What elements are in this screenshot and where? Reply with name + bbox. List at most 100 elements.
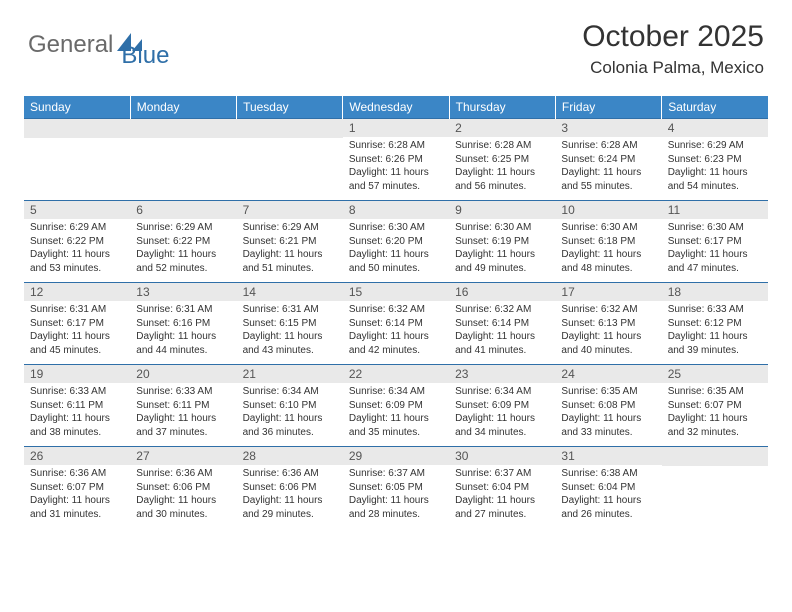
daylight-text: Daylight: 11 hours and 29 minutes. bbox=[243, 494, 337, 521]
daylight-text: Daylight: 11 hours and 54 minutes. bbox=[668, 166, 762, 193]
sunset-text: Sunset: 6:05 PM bbox=[349, 481, 443, 495]
day-info: Sunrise: 6:29 AMSunset: 6:22 PMDaylight:… bbox=[130, 219, 236, 279]
day-info: Sunrise: 6:34 AMSunset: 6:09 PMDaylight:… bbox=[449, 383, 555, 443]
day-info: Sunrise: 6:29 AMSunset: 6:23 PMDaylight:… bbox=[662, 137, 768, 197]
day-number: 28 bbox=[237, 447, 343, 465]
day-info: Sunrise: 6:34 AMSunset: 6:09 PMDaylight:… bbox=[343, 383, 449, 443]
sunrise-text: Sunrise: 6:32 AM bbox=[455, 303, 549, 317]
calendar-day-cell: 8Sunrise: 6:30 AMSunset: 6:20 PMDaylight… bbox=[343, 201, 449, 283]
sunrise-text: Sunrise: 6:28 AM bbox=[349, 139, 443, 153]
daylight-text: Daylight: 11 hours and 36 minutes. bbox=[243, 412, 337, 439]
daylight-text: Daylight: 11 hours and 56 minutes. bbox=[455, 166, 549, 193]
day-info: Sunrise: 6:29 AMSunset: 6:21 PMDaylight:… bbox=[237, 219, 343, 279]
sunset-text: Sunset: 6:13 PM bbox=[561, 317, 655, 331]
sunrise-text: Sunrise: 6:30 AM bbox=[668, 221, 762, 235]
day-number: 18 bbox=[662, 283, 768, 301]
sunset-text: Sunset: 6:19 PM bbox=[455, 235, 549, 249]
day-info: Sunrise: 6:29 AMSunset: 6:22 PMDaylight:… bbox=[24, 219, 130, 279]
calendar-day-cell bbox=[24, 119, 130, 201]
daylight-text: Daylight: 11 hours and 34 minutes. bbox=[455, 412, 549, 439]
calendar-day-cell: 2Sunrise: 6:28 AMSunset: 6:25 PMDaylight… bbox=[449, 119, 555, 201]
calendar-day-cell: 20Sunrise: 6:33 AMSunset: 6:11 PMDayligh… bbox=[130, 365, 236, 447]
day-number: 20 bbox=[130, 365, 236, 383]
day-number: 9 bbox=[449, 201, 555, 219]
daylight-text: Daylight: 11 hours and 40 minutes. bbox=[561, 330, 655, 357]
calendar-day-cell: 21Sunrise: 6:34 AMSunset: 6:10 PMDayligh… bbox=[237, 365, 343, 447]
day-number: 5 bbox=[24, 201, 130, 219]
daylight-text: Daylight: 11 hours and 38 minutes. bbox=[30, 412, 124, 439]
calendar-day-cell: 30Sunrise: 6:37 AMSunset: 6:04 PMDayligh… bbox=[449, 447, 555, 529]
day-info: Sunrise: 6:28 AMSunset: 6:25 PMDaylight:… bbox=[449, 137, 555, 197]
calendar-day-cell bbox=[130, 119, 236, 201]
title-block: October 2025 Colonia Palma, Mexico bbox=[582, 20, 764, 78]
weekday-header: Saturday bbox=[662, 96, 768, 119]
day-info: Sunrise: 6:30 AMSunset: 6:19 PMDaylight:… bbox=[449, 219, 555, 279]
calendar-day-cell: 18Sunrise: 6:33 AMSunset: 6:12 PMDayligh… bbox=[662, 283, 768, 365]
sunrise-text: Sunrise: 6:38 AM bbox=[561, 467, 655, 481]
day-number: 14 bbox=[237, 283, 343, 301]
day-number: 31 bbox=[555, 447, 661, 465]
weekday-header: Tuesday bbox=[237, 96, 343, 119]
day-number: 13 bbox=[130, 283, 236, 301]
day-info: Sunrise: 6:36 AMSunset: 6:06 PMDaylight:… bbox=[237, 465, 343, 525]
daylight-text: Daylight: 11 hours and 41 minutes. bbox=[455, 330, 549, 357]
calendar-day-cell: 28Sunrise: 6:36 AMSunset: 6:06 PMDayligh… bbox=[237, 447, 343, 529]
calendar-day-cell: 6Sunrise: 6:29 AMSunset: 6:22 PMDaylight… bbox=[130, 201, 236, 283]
sunrise-text: Sunrise: 6:31 AM bbox=[136, 303, 230, 317]
calendar-day-cell: 23Sunrise: 6:34 AMSunset: 6:09 PMDayligh… bbox=[449, 365, 555, 447]
calendar-day-cell: 16Sunrise: 6:32 AMSunset: 6:14 PMDayligh… bbox=[449, 283, 555, 365]
sunset-text: Sunset: 6:07 PM bbox=[30, 481, 124, 495]
sunset-text: Sunset: 6:21 PM bbox=[243, 235, 337, 249]
sunrise-text: Sunrise: 6:31 AM bbox=[30, 303, 124, 317]
calendar-week-row: 26Sunrise: 6:36 AMSunset: 6:07 PMDayligh… bbox=[24, 447, 768, 529]
daylight-text: Daylight: 11 hours and 32 minutes. bbox=[668, 412, 762, 439]
day-info: Sunrise: 6:36 AMSunset: 6:07 PMDaylight:… bbox=[24, 465, 130, 525]
daylight-text: Daylight: 11 hours and 26 minutes. bbox=[561, 494, 655, 521]
daylight-text: Daylight: 11 hours and 45 minutes. bbox=[30, 330, 124, 357]
sunset-text: Sunset: 6:10 PM bbox=[243, 399, 337, 413]
daylight-text: Daylight: 11 hours and 53 minutes. bbox=[30, 248, 124, 275]
day-info: Sunrise: 6:38 AMSunset: 6:04 PMDaylight:… bbox=[555, 465, 661, 525]
day-info: Sunrise: 6:30 AMSunset: 6:18 PMDaylight:… bbox=[555, 219, 661, 279]
sunset-text: Sunset: 6:24 PM bbox=[561, 153, 655, 167]
day-info: Sunrise: 6:31 AMSunset: 6:17 PMDaylight:… bbox=[24, 301, 130, 361]
sunrise-text: Sunrise: 6:30 AM bbox=[561, 221, 655, 235]
sunset-text: Sunset: 6:12 PM bbox=[668, 317, 762, 331]
day-number: 22 bbox=[343, 365, 449, 383]
day-info: Sunrise: 6:36 AMSunset: 6:06 PMDaylight:… bbox=[130, 465, 236, 525]
sunset-text: Sunset: 6:17 PM bbox=[30, 317, 124, 331]
day-info: Sunrise: 6:28 AMSunset: 6:24 PMDaylight:… bbox=[555, 137, 661, 197]
day-info: Sunrise: 6:32 AMSunset: 6:14 PMDaylight:… bbox=[343, 301, 449, 361]
day-info: Sunrise: 6:32 AMSunset: 6:13 PMDaylight:… bbox=[555, 301, 661, 361]
day-info: Sunrise: 6:37 AMSunset: 6:04 PMDaylight:… bbox=[449, 465, 555, 525]
sunrise-text: Sunrise: 6:35 AM bbox=[668, 385, 762, 399]
sunset-text: Sunset: 6:16 PM bbox=[136, 317, 230, 331]
sunset-text: Sunset: 6:06 PM bbox=[243, 481, 337, 495]
day-number-empty bbox=[24, 119, 130, 138]
sunrise-text: Sunrise: 6:35 AM bbox=[561, 385, 655, 399]
day-info: Sunrise: 6:33 AMSunset: 6:11 PMDaylight:… bbox=[130, 383, 236, 443]
day-number-empty bbox=[130, 119, 236, 138]
calendar-day-cell: 12Sunrise: 6:31 AMSunset: 6:17 PMDayligh… bbox=[24, 283, 130, 365]
sunset-text: Sunset: 6:18 PM bbox=[561, 235, 655, 249]
calendar-day-cell: 24Sunrise: 6:35 AMSunset: 6:08 PMDayligh… bbox=[555, 365, 661, 447]
calendar-day-cell: 5Sunrise: 6:29 AMSunset: 6:22 PMDaylight… bbox=[24, 201, 130, 283]
sunrise-text: Sunrise: 6:33 AM bbox=[668, 303, 762, 317]
daylight-text: Daylight: 11 hours and 47 minutes. bbox=[668, 248, 762, 275]
sunset-text: Sunset: 6:08 PM bbox=[561, 399, 655, 413]
sunset-text: Sunset: 6:09 PM bbox=[349, 399, 443, 413]
sunrise-text: Sunrise: 6:33 AM bbox=[136, 385, 230, 399]
day-number: 10 bbox=[555, 201, 661, 219]
day-number: 21 bbox=[237, 365, 343, 383]
calendar-day-cell: 17Sunrise: 6:32 AMSunset: 6:13 PMDayligh… bbox=[555, 283, 661, 365]
day-number: 23 bbox=[449, 365, 555, 383]
logo-text-blue: Blue bbox=[121, 42, 169, 70]
sunset-text: Sunset: 6:04 PM bbox=[455, 481, 549, 495]
day-number: 2 bbox=[449, 119, 555, 137]
calendar-day-cell: 4Sunrise: 6:29 AMSunset: 6:23 PMDaylight… bbox=[662, 119, 768, 201]
daylight-text: Daylight: 11 hours and 28 minutes. bbox=[349, 494, 443, 521]
day-number: 19 bbox=[24, 365, 130, 383]
sunset-text: Sunset: 6:14 PM bbox=[455, 317, 549, 331]
calendar-day-cell: 13Sunrise: 6:31 AMSunset: 6:16 PMDayligh… bbox=[130, 283, 236, 365]
day-number: 27 bbox=[130, 447, 236, 465]
